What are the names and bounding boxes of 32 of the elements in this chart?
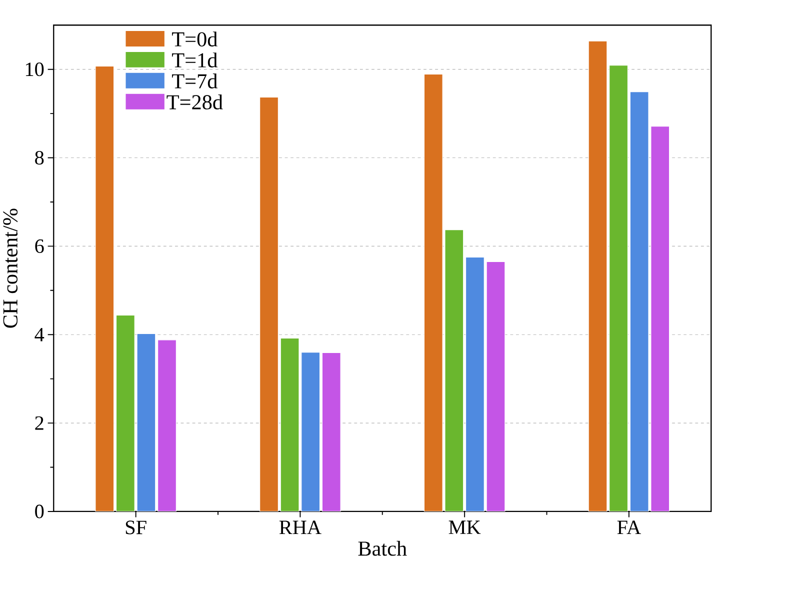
- bar: [650, 126, 670, 512]
- bar: [486, 261, 506, 512]
- bar: [444, 230, 464, 512]
- bar: [424, 74, 443, 512]
- y-tick-label: 4: [34, 328, 44, 342]
- bar: [95, 66, 114, 512]
- legend-label: T=28d: [166, 94, 223, 110]
- y-tick-label: 10: [26, 62, 44, 76]
- x-tick-label: FA: [617, 520, 641, 534]
- bar: [136, 333, 156, 512]
- y-tick-label: 8: [35, 150, 44, 165]
- y-tick-label: 2: [35, 416, 44, 430]
- x-tick-label: SF: [126, 520, 146, 534]
- bar: [116, 314, 135, 512]
- y-tick-label: 0: [35, 504, 44, 518]
- legend-label: T=7d: [172, 74, 218, 88]
- x-axis-title: Batch: [358, 540, 407, 556]
- legend-label: T=0d: [172, 32, 218, 46]
- x-tick-label: MK: [448, 520, 481, 534]
- bar: [609, 65, 628, 512]
- bar: [301, 352, 320, 512]
- bar: [588, 40, 608, 512]
- y-axis-title: CH content/%: [3, 208, 18, 328]
- bar: [260, 96, 278, 512]
- bar: [280, 338, 300, 512]
- bar: [465, 256, 484, 512]
- legend-label: T=1d: [172, 52, 218, 68]
- bar: [322, 352, 341, 512]
- y-tick-label: 6: [35, 239, 44, 253]
- x-tick-label: RHA: [279, 520, 322, 534]
- bar: [158, 340, 176, 512]
- bar: [630, 92, 649, 512]
